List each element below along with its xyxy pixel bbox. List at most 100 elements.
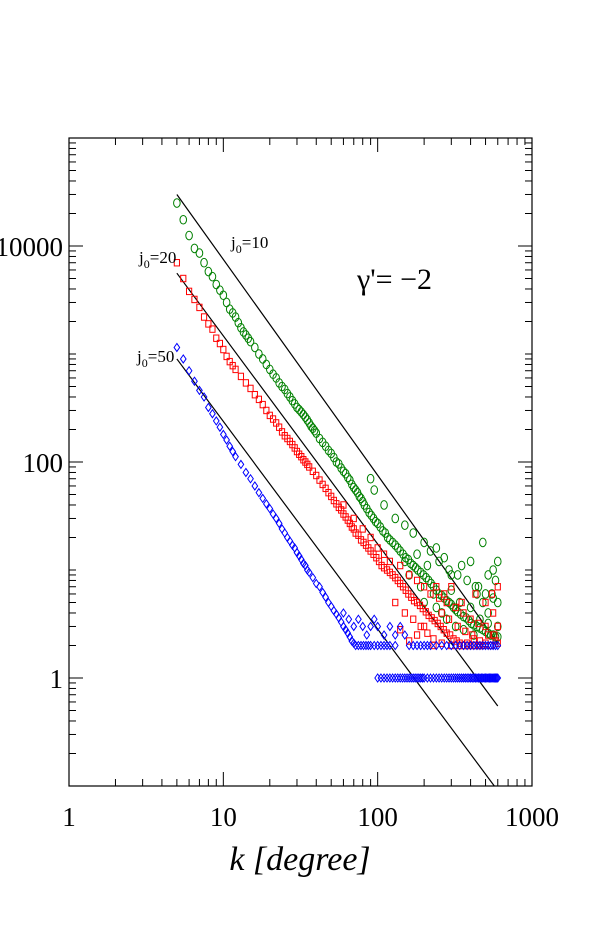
data-point: [466, 556, 475, 567]
data-point: [269, 415, 277, 423]
data-point: [486, 630, 495, 640]
data-point: [229, 446, 237, 457]
data-point: [457, 560, 466, 571]
data-point: [423, 640, 431, 651]
series-label-2: j0=50: [136, 347, 174, 370]
y-tick-label: 10000: [0, 232, 63, 262]
data-point: [286, 392, 294, 402]
data-point: [452, 603, 459, 612]
data-point: [232, 451, 239, 462]
data-point: [340, 608, 347, 618]
data-point: [300, 456, 307, 464]
data-point: [212, 279, 221, 290]
data-point: [409, 560, 418, 571]
data-point: [392, 598, 399, 607]
data-point: [481, 589, 490, 599]
data-point: [440, 552, 449, 563]
data-point: [482, 598, 489, 607]
data-point: [386, 673, 394, 683]
data-point: [180, 274, 187, 283]
data-point: [302, 458, 309, 466]
data-point: [413, 576, 421, 585]
data-point: [391, 673, 399, 683]
data-point: [316, 581, 323, 592]
data-point: [401, 520, 409, 530]
data-point: [305, 567, 313, 578]
data-point: [216, 422, 224, 433]
data-point: [290, 399, 299, 409]
data-point: [365, 507, 373, 518]
series-labels: j0=10 j0=20 j0=50: [136, 233, 268, 370]
data-point: [263, 406, 270, 415]
data-point: [445, 673, 453, 683]
data-point: [196, 385, 203, 396]
data-point: [473, 589, 481, 599]
data-point: [367, 621, 375, 632]
data-point: [445, 565, 453, 575]
data-point: [389, 673, 397, 683]
data-point: [456, 673, 464, 683]
data-point: [453, 570, 462, 580]
data-point: [281, 528, 289, 538]
data-point: [373, 518, 382, 529]
data-point: [350, 621, 358, 632]
data-point: [303, 415, 312, 425]
data-point: [377, 640, 385, 651]
gamma-annotation: γ'= −2: [356, 263, 432, 296]
data-point: [489, 565, 497, 575]
data-point: [458, 673, 466, 683]
data-point: [327, 601, 335, 612]
data-point: [443, 598, 450, 607]
data-point: [482, 622, 489, 631]
data-point: [244, 333, 253, 344]
data-point: [489, 640, 497, 651]
data-point: [380, 550, 388, 558]
data-point: [447, 585, 456, 596]
data-point: [360, 500, 369, 510]
data-point: [223, 352, 230, 361]
data-point: [377, 673, 385, 683]
data-point: [447, 570, 456, 580]
data-point: [386, 621, 394, 632]
data-point: [200, 313, 208, 321]
data-point: [255, 395, 262, 404]
data-point: [209, 408, 216, 419]
data-point: [487, 640, 495, 651]
data-point: [427, 673, 434, 683]
data-point: [396, 621, 404, 632]
fit-line-0: [176, 194, 499, 644]
data-point: [363, 630, 371, 640]
data-point: [470, 673, 478, 683]
y-tick-label: 1: [50, 664, 64, 694]
data-point: [417, 622, 424, 631]
data-point: [413, 640, 421, 651]
data-point: [380, 640, 388, 651]
data-point: [251, 390, 258, 399]
data-point: [494, 640, 502, 651]
data-point: [411, 562, 420, 573]
data-point: [362, 640, 370, 651]
data-point: [354, 614, 362, 625]
data-point: [451, 621, 460, 632]
data-point: [208, 271, 217, 282]
data-point: [309, 467, 316, 476]
data-point: [304, 460, 311, 469]
data-point: [312, 578, 320, 589]
data-point: [399, 673, 406, 683]
data-point: [337, 463, 345, 473]
x-tick-label: 1: [62, 802, 76, 832]
data-point: [484, 570, 492, 580]
fit-line-1: [176, 272, 499, 707]
data-point: [494, 622, 501, 631]
data-point: [295, 404, 303, 415]
data-point: [310, 425, 319, 436]
series-1-markers: [173, 259, 501, 650]
data-point: [435, 594, 443, 602]
data-point: [435, 673, 443, 683]
fit-line-2: [176, 358, 495, 786]
data-markers: [173, 198, 502, 683]
axis-ticks: [68, 138, 533, 787]
data-point: [421, 583, 428, 591]
data-point: [445, 597, 453, 608]
data-point: [222, 297, 231, 308]
